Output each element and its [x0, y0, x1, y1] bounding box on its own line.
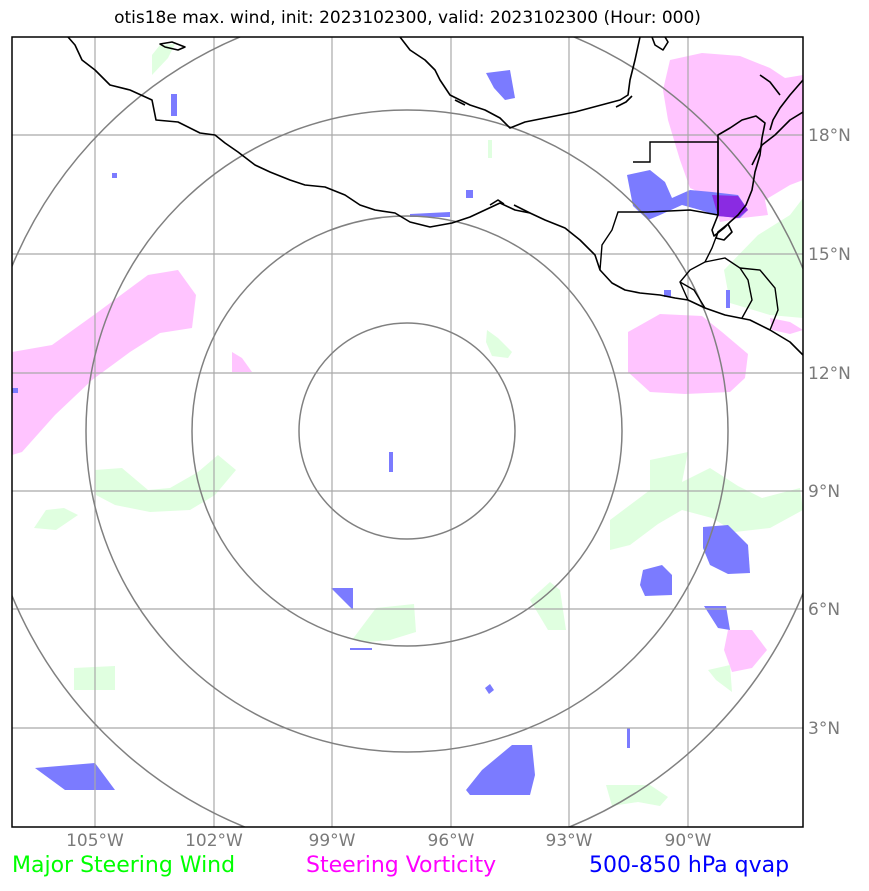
lat-label: 9°N [808, 482, 840, 502]
lon-label: 93°W [546, 831, 593, 851]
lat-label: 18°N [808, 126, 851, 146]
legend-steering-vorticity: Steering Vorticity [306, 853, 497, 878]
lon-label: 102°W [185, 831, 243, 851]
plot-frame [11, 36, 804, 828]
lat-label: 6°N [808, 600, 840, 620]
lon-tick-labels: 105°W 102°W 99°W 96°W 93°W 90°W [66, 831, 712, 851]
gridlines [12, 37, 803, 827]
lon-label: 96°W [428, 831, 475, 851]
legend-qvap: 500-850 hPa qvap [589, 853, 790, 878]
lon-label: 105°W [66, 831, 124, 851]
lat-label: 15°N [808, 245, 851, 265]
lat-label: 3°N [808, 719, 840, 739]
range-rings [12, 37, 803, 827]
vorticity-regions [12, 53, 803, 672]
country-borders [599, 141, 779, 331]
lon-label: 90°W [665, 831, 712, 851]
lat-tick-labels: 18°N 15°N 12°N 9°N 6°N 3°N [808, 126, 851, 739]
coastlines [67, 37, 803, 356]
legend-steering-wind: Major Steering Wind [12, 853, 236, 878]
lat-label: 12°N [808, 364, 851, 384]
qvap-regions [12, 70, 750, 795]
overlap-region [712, 195, 748, 218]
map-title: otis18e max. wind, init: 2023102300, val… [114, 8, 701, 28]
lon-label: 99°W [309, 831, 356, 851]
